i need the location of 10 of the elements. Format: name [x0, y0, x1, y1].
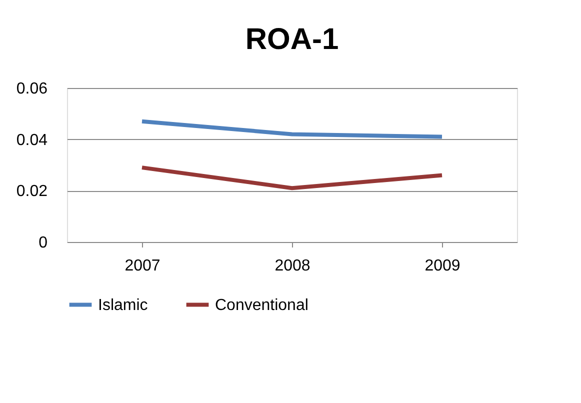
- y-tick-label: 0.04: [16, 132, 48, 149]
- y-tick-label: 0.02: [16, 183, 48, 200]
- chart-title: ROA-1: [245, 23, 339, 56]
- x-tick-label: 2009: [424, 258, 460, 274]
- x-tick-label: 2008: [274, 258, 310, 274]
- y-tick-label: 0: [38, 234, 48, 252]
- legend-label: Islamic: [98, 296, 148, 314]
- legend-label: Conventional: [215, 296, 308, 314]
- y-tick-label: 0.06: [16, 80, 48, 98]
- x-tick-label: 2007: [124, 258, 160, 274]
